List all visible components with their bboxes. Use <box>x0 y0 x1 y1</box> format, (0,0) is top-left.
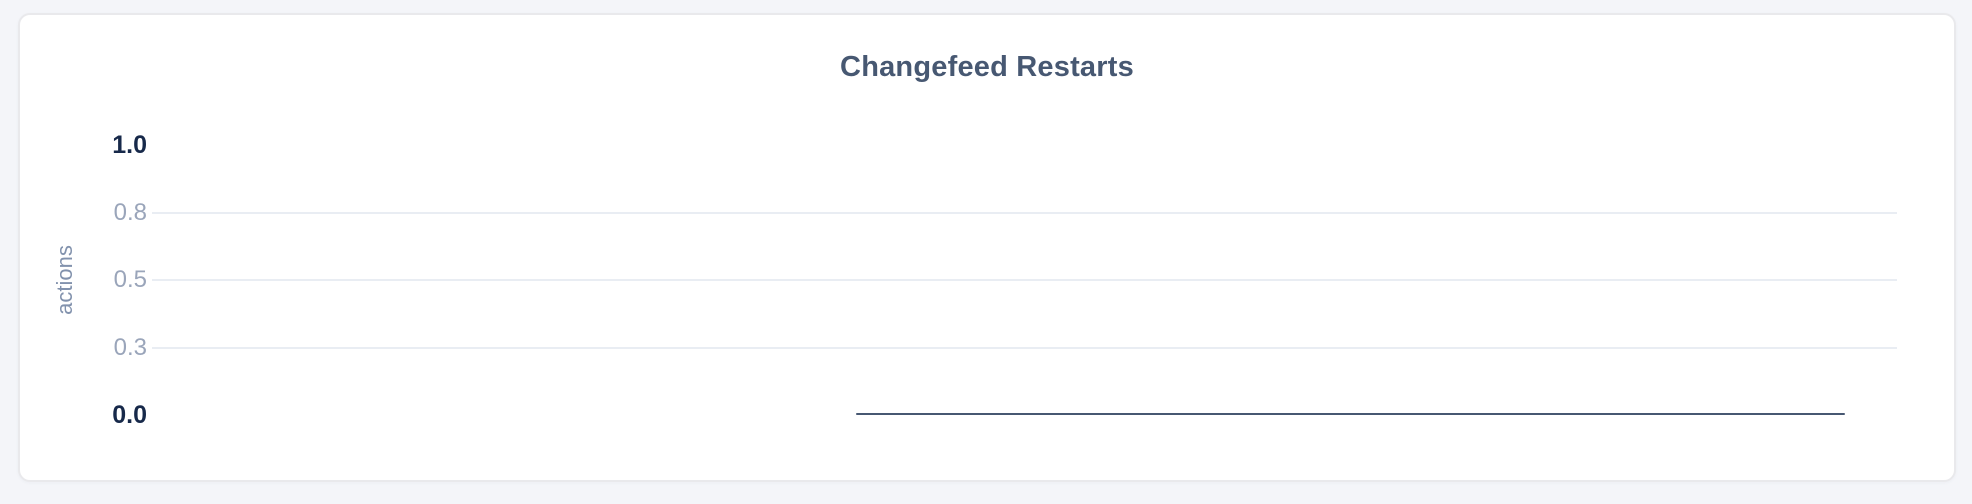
y-tick-label: 0.0 <box>112 401 147 429</box>
horizontal-gridline <box>152 346 1897 349</box>
y-tick-label: 1.0 <box>112 131 147 159</box>
plot-area[interactable] <box>152 145 1897 415</box>
chart-card: Changefeed Restarts actions 0.0 0.3 0.5 0.8… <box>18 13 1956 482</box>
x-axis: 21:1721:1821:1921:2021:2121:2221:2321:24… <box>152 422 1897 462</box>
y-tick-label: 0.3 <box>113 333 147 361</box>
series-line <box>855 413 1845 415</box>
chart-title: Changefeed Restarts <box>840 51 1134 83</box>
y-axis: 0.0 0.3 0.5 0.8 1.0 <box>20 132 147 428</box>
y-tick-label: 0.5 <box>113 266 147 293</box>
y-tick-label: 0.8 <box>113 198 147 226</box>
horizontal-gridline <box>152 279 1897 281</box>
horizontal-gridline <box>152 211 1897 214</box>
